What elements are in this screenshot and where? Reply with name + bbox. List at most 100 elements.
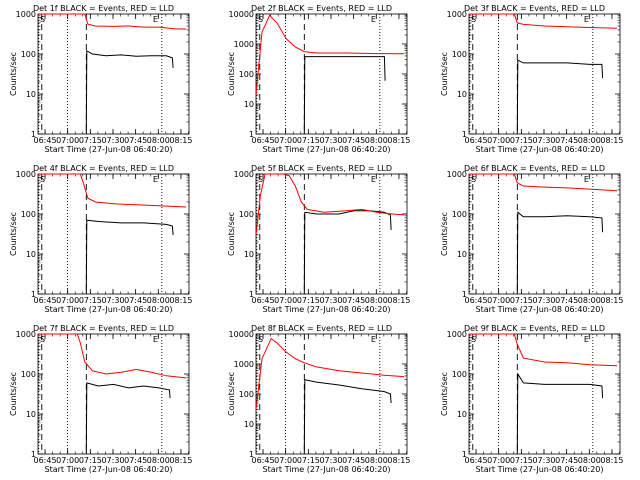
series-line-lld: [255, 173, 405, 235]
axes-frame: [37, 333, 190, 455]
panel-6: Det 6f BLACK = Events, RED = LLD 1 10 100 10…: [440, 164, 623, 314]
y-tick-label: 100: [239, 70, 254, 79]
panel-4: Det 4f BLACK = Events, RED = LLD 1 10 100 10…: [9, 164, 192, 314]
x-tick-label: 08:00: [578, 456, 601, 465]
x-tick-label: 07:15: [297, 456, 320, 465]
x-tick-label: 07:30: [319, 296, 342, 305]
axes-frame: [468, 173, 621, 295]
x-tick-label: 07:00: [274, 136, 297, 145]
start-marker-label: S: [258, 335, 263, 344]
y-tick-label: 100: [452, 370, 467, 379]
x-tick-label: 08:15: [600, 136, 623, 145]
x-tick-label: 07:00: [56, 136, 79, 145]
series-line-lld: [255, 337, 405, 410]
panel-title: Det 6f BLACK = Events, RED = LLD: [464, 164, 605, 173]
y-tick-label: 1000: [234, 170, 254, 179]
x-tick-label: 08:00: [147, 136, 170, 145]
y-axis-label: Counts/sec: [9, 372, 18, 416]
x-tick-label: 08:15: [387, 296, 410, 305]
panel-title: Det 1f BLACK = Events, RED = LLD: [33, 4, 174, 13]
x-tick-label: 07:15: [79, 136, 102, 145]
x-tick-label: 07:15: [510, 456, 533, 465]
y-tick-label: 10000: [229, 330, 254, 339]
panel-5: Det 5f BLACK = Events, RED = LLD 1 10 100 10…: [227, 164, 410, 314]
x-tick-label: 08:00: [147, 456, 170, 465]
x-tick-label: 08:15: [387, 456, 410, 465]
start-marker-label: S: [471, 335, 476, 344]
y-tick-label: 1: [249, 130, 254, 139]
x-tick-label: 08:00: [365, 456, 388, 465]
y-tick-label: 1000: [447, 170, 467, 179]
x-tick-label: 07:15: [79, 296, 102, 305]
series-line-events: [303, 379, 392, 455]
x-axis-label: Start Time (27-Jun-08 06:40:20): [45, 305, 173, 314]
series-line-lld: [469, 13, 618, 29]
y-tick-label: 10: [26, 410, 36, 419]
x-tick-label: 08:15: [600, 456, 623, 465]
x-tick-label: 07:45: [124, 136, 147, 145]
x-tick-label: 07:30: [319, 456, 342, 465]
series-line-events: [85, 219, 174, 295]
y-tick-label: 1000: [234, 40, 254, 49]
series-line-lld: [255, 14, 405, 96]
x-tick-label: 07:45: [342, 456, 365, 465]
y-axis-label: Counts/sec: [227, 52, 236, 96]
y-tick-label: 100: [239, 390, 254, 399]
y-axis-label: Counts/sec: [227, 372, 236, 416]
x-tick-label: 07:15: [510, 136, 533, 145]
y-tick-label: 1: [31, 130, 36, 139]
series-line-events: [303, 210, 392, 295]
x-tick-label: 07:45: [124, 296, 147, 305]
x-tick-label: 08:00: [147, 296, 170, 305]
end-marker-label: E: [371, 15, 376, 24]
series-line-events: [85, 49, 174, 135]
x-tick-label: 06:45: [465, 136, 488, 145]
panel-9: Det 9f BLACK = Events, RED = LLD 1 10 100 10…: [440, 324, 623, 474]
x-axis-label: Start Time (27-Jun-08 06:40:20): [476, 465, 604, 474]
series-line-lld: [38, 173, 187, 208]
x-axis-label: Start Time (27-Jun-08 06:40:20): [263, 145, 391, 154]
x-tick-label: 08:15: [169, 136, 192, 145]
y-axis-label: Counts/sec: [9, 52, 18, 96]
x-tick-label: 06:45: [252, 296, 275, 305]
x-tick-label: 08:00: [578, 296, 601, 305]
y-tick-label: 10: [244, 250, 254, 259]
x-tick-label: 08:00: [578, 136, 601, 145]
start-marker-label: S: [40, 335, 45, 344]
axes-frame: [255, 13, 408, 135]
x-tick-label: 07:30: [101, 296, 124, 305]
x-axis-label: Start Time (27-Jun-08 06:40:20): [476, 145, 604, 154]
y-tick-label: 1000: [447, 10, 467, 19]
axes-frame: [37, 13, 190, 135]
x-axis-label: Start Time (27-Jun-08 06:40:20): [45, 465, 173, 474]
x-tick-label: 06:45: [34, 136, 57, 145]
x-tick-label: 06:45: [465, 296, 488, 305]
y-axis-label: Counts/sec: [440, 212, 449, 256]
x-tick-label: 06:45: [34, 296, 57, 305]
x-tick-label: 06:45: [34, 456, 57, 465]
x-tick-label: 07:45: [124, 456, 147, 465]
end-marker-label: E: [371, 175, 376, 184]
y-tick-label: 1: [462, 290, 467, 299]
y-tick-label: 1000: [447, 330, 467, 339]
y-tick-label: 10: [26, 250, 36, 259]
y-tick-label: 100: [21, 210, 36, 219]
axes-frame: [468, 333, 621, 455]
x-tick-label: 06:45: [465, 456, 488, 465]
x-axis-label: Start Time (27-Jun-08 06:40:20): [263, 305, 391, 314]
y-axis-label: Counts/sec: [227, 212, 236, 256]
x-tick-label: 07:00: [56, 456, 79, 465]
y-tick-label: 1: [31, 290, 36, 299]
y-tick-label: 1: [249, 450, 254, 459]
x-tick-label: 06:45: [252, 456, 275, 465]
panel-3: Det 3f BLACK = Events, RED = LLD 1 10 100 10…: [440, 4, 623, 154]
y-tick-label: 1: [249, 290, 254, 299]
series-line-lld: [38, 333, 187, 379]
series-line-events: [303, 56, 386, 135]
y-tick-label: 10: [457, 250, 467, 259]
y-tick-label: 100: [21, 370, 36, 379]
panel-title: Det 7f BLACK = Events, RED = LLD: [33, 324, 174, 333]
x-tick-label: 08:15: [169, 296, 192, 305]
panel-title: Det 4f BLACK = Events, RED = LLD: [33, 164, 174, 173]
y-tick-label: 100: [239, 210, 254, 219]
